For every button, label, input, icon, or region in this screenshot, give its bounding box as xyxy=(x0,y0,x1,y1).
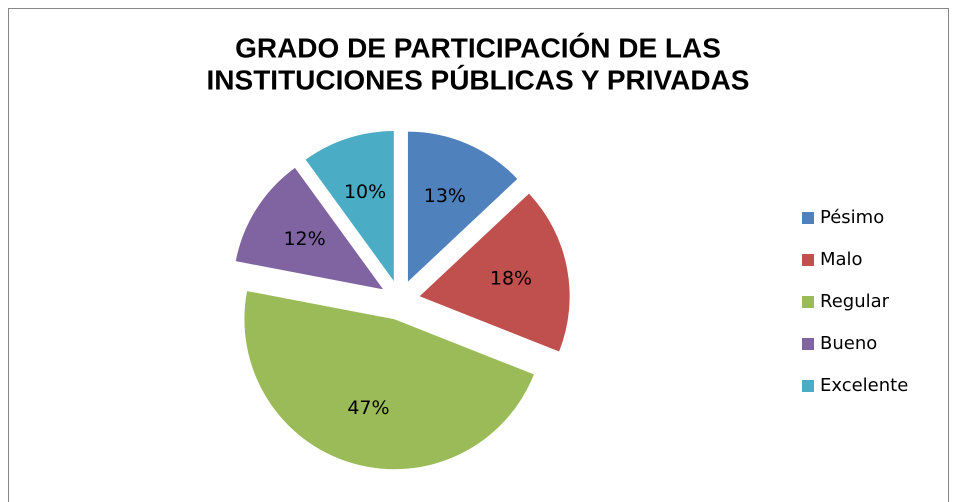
chart-title: GRADO DE PARTICIPACIÓN DE LAS xyxy=(235,32,721,63)
data-label: 12% xyxy=(283,228,325,250)
legend-label: Regular xyxy=(820,291,890,312)
pie-slice xyxy=(407,131,518,282)
legend-swatch xyxy=(802,380,814,392)
legend-swatch xyxy=(802,254,814,266)
legend-label: Excelente xyxy=(820,375,908,396)
pie-slice xyxy=(244,291,534,470)
pie-slice xyxy=(419,193,570,352)
data-label: 13% xyxy=(424,185,466,207)
pie-slice xyxy=(305,130,394,281)
legend-label: Pésimo xyxy=(820,207,884,228)
chart-title: INSTITUCIONES PÚBLICAS Y PRIVADAS xyxy=(207,64,750,95)
data-label: 47% xyxy=(347,397,389,419)
data-label: 10% xyxy=(344,181,386,203)
legend-swatch xyxy=(802,296,814,308)
legend-label: Malo xyxy=(820,249,863,270)
data-label: 18% xyxy=(490,267,532,289)
legend-swatch xyxy=(802,338,814,350)
legend-label: Bueno xyxy=(820,333,877,354)
pie-slice xyxy=(235,167,384,290)
legend-swatch xyxy=(802,212,814,224)
